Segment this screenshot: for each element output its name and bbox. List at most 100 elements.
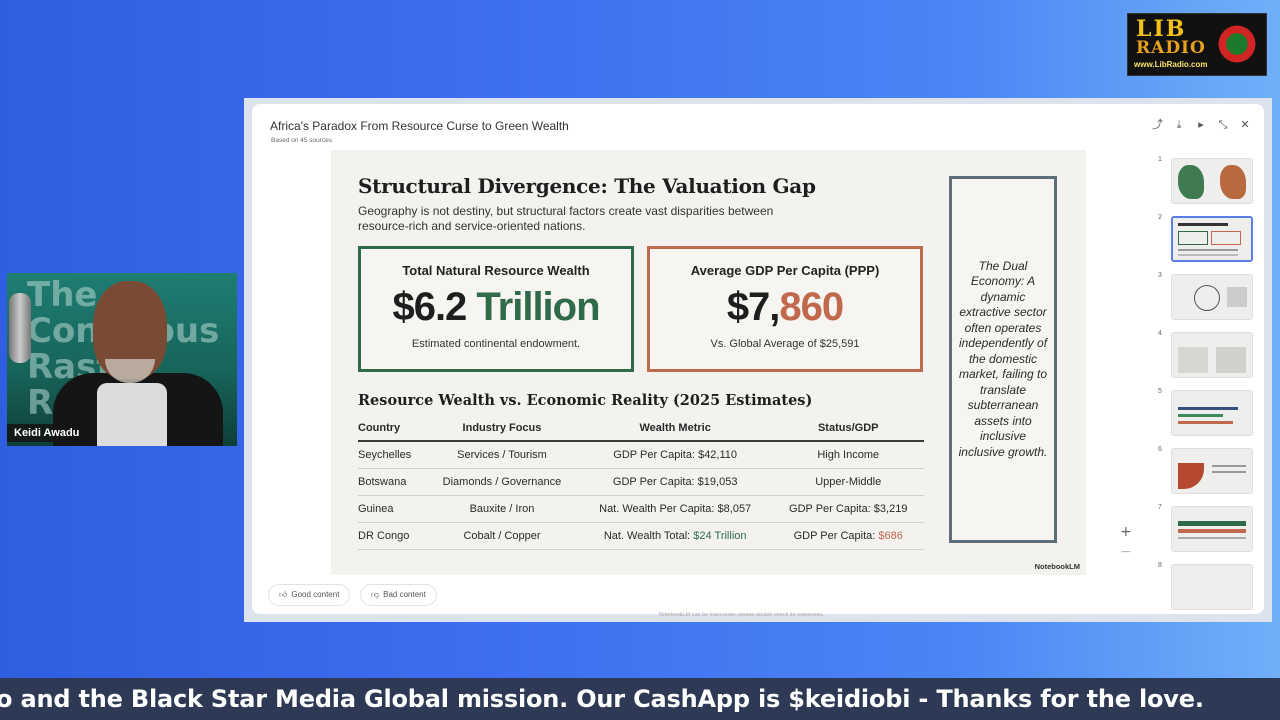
cell: Diamonds / Governance bbox=[426, 468, 578, 496]
thumbnail-image bbox=[1171, 448, 1253, 494]
cell: GDP Per Capita: $686 bbox=[772, 522, 924, 550]
gdp-per-capita-card: Average GDP Per Capita (PPP) $7,860 Vs. … bbox=[647, 246, 923, 372]
card-heading: Average GDP Per Capita (PPP) bbox=[690, 263, 880, 278]
resource-wealth-card: Total Natural Resource Wealth $6.2 Trill… bbox=[358, 246, 634, 372]
thumbnail-image bbox=[1171, 332, 1253, 378]
zoom-out-button[interactable]: − bbox=[1120, 544, 1132, 560]
card-value-highlight: Trillion bbox=[466, 285, 600, 329]
metric-highlight: $24 Trillion bbox=[693, 530, 747, 542]
thumbnail-number: 5 bbox=[1158, 388, 1162, 395]
cell: High Income bbox=[772, 441, 924, 469]
thumbnail-number: 6 bbox=[1158, 446, 1162, 453]
thumbnail-image bbox=[1171, 216, 1253, 262]
thumbnail-7[interactable]: 7 bbox=[1158, 504, 1258, 562]
logo-seal-icon bbox=[1216, 22, 1258, 66]
status-prefix: GDP Per Capita: bbox=[793, 530, 879, 542]
thumbnail-number: 8 bbox=[1158, 562, 1162, 569]
document-subtitle: Based on 45 sources bbox=[271, 137, 333, 144]
thumbnail-number: 2 bbox=[1158, 214, 1162, 221]
cell: GDP Per Capita: $3,219 bbox=[772, 495, 924, 523]
collapse-icon[interactable]: ⤡ bbox=[1218, 118, 1228, 131]
cell: Nat. Wealth Total: $24 Trillion bbox=[577, 522, 773, 550]
thumbnail-4[interactable]: 4 bbox=[1158, 330, 1258, 388]
thumbnail-1[interactable]: 1 bbox=[1158, 156, 1258, 214]
thumbnail-number: 7 bbox=[1158, 504, 1162, 511]
thumbnail-3[interactable]: 3 bbox=[1158, 272, 1258, 330]
slide-title: Structural Divergence: The Valuation Gap bbox=[358, 174, 816, 198]
cell: Seychelles bbox=[358, 441, 427, 469]
sidebar-text: The Dual Economy: A dynamic extractive s… bbox=[958, 258, 1048, 459]
dual-economy-sidebar: The Dual Economy: A dynamic extractive s… bbox=[949, 176, 1057, 543]
status-highlight: $686 bbox=[878, 530, 903, 542]
card-value-part: $6.2 bbox=[392, 285, 467, 329]
presenter-shirt bbox=[97, 383, 167, 446]
viewer-panel: Africa's Paradox From Resource Curse to … bbox=[252, 104, 1264, 614]
slide-subtitle: Geography is not destiny, but structural… bbox=[358, 204, 774, 233]
metric-prefix: Nat. Wealth Total: bbox=[603, 530, 694, 542]
thumbs-down-icon: 👎︎ bbox=[371, 590, 380, 599]
cell: GDP Per Capita: $42,110 bbox=[577, 441, 773, 469]
thumbnail-image bbox=[1171, 274, 1253, 320]
header-industry: Industry Focus bbox=[426, 418, 578, 442]
thumbnail-image bbox=[1171, 158, 1253, 204]
table-header-row: Country Industry Focus Wealth Metric Sta… bbox=[358, 418, 924, 442]
share-icon[interactable]: ⤴ bbox=[1152, 118, 1163, 131]
bad-content-label: Bad content bbox=[383, 590, 426, 599]
download-icon[interactable]: ⤓ bbox=[1176, 118, 1182, 131]
logo-line1: LIB bbox=[1136, 16, 1187, 42]
cell: Cobalt / Copper bbox=[426, 522, 578, 550]
good-content-label: Good content bbox=[291, 590, 340, 599]
card-footnote: Vs. Global Average of $25,591 bbox=[710, 338, 860, 350]
thumbs-up-icon: 👍︎ bbox=[279, 590, 288, 599]
thumbnail-number: 4 bbox=[1158, 330, 1162, 337]
bad-content-button[interactable]: 👎︎ Bad content bbox=[360, 584, 437, 606]
card-value-highlight: 860 bbox=[779, 285, 844, 329]
logo-url: www.LibRadio.com bbox=[1134, 60, 1208, 69]
thumbnail-image bbox=[1171, 390, 1253, 436]
cell: DR Congo bbox=[358, 522, 427, 550]
thumbnail-2[interactable]: 2 bbox=[1158, 214, 1258, 272]
thumbnail-image bbox=[1171, 506, 1253, 552]
microphone-icon bbox=[9, 293, 31, 363]
card-value: $7,860 bbox=[650, 284, 920, 330]
participant-name-tag: Keidi Awadu bbox=[7, 424, 87, 442]
viewer-toolbar: ⤴ ⤓ ▸ ⤡ ✕ bbox=[1152, 118, 1250, 132]
cell: Nat. Wealth Per Capita: $8,057 bbox=[577, 495, 773, 523]
cell: Upper-Middle bbox=[772, 468, 924, 496]
slide-thumbnails: 1 2 3 bbox=[1158, 156, 1258, 614]
lib-radio-logo: LIB RADIO www.LibRadio.com bbox=[1127, 13, 1267, 76]
presentation-window: Africa's Paradox From Resource Curse to … bbox=[244, 98, 1272, 622]
card-footnote: Estimated continental endowment. bbox=[411, 338, 581, 350]
thumbnail-number: 1 bbox=[1158, 156, 1162, 163]
header-status: Status/GDP bbox=[772, 418, 924, 442]
ticker-text: o and the Black Star Media Global missio… bbox=[0, 685, 1204, 713]
slide-canvas: Structural Divergence: The Valuation Gap… bbox=[331, 150, 1086, 575]
table-row: Seychelles Services / Tourism GDP Per Ca… bbox=[358, 441, 924, 469]
header-country: Country bbox=[358, 418, 427, 442]
comparison-table: Country Industry Focus Wealth Metric Sta… bbox=[358, 418, 924, 550]
table-row: Botswana Diamonds / Governance GDP Per C… bbox=[358, 468, 924, 496]
card-heading: Total Natural Resource Wealth bbox=[402, 263, 590, 278]
close-icon[interactable]: ✕ bbox=[1240, 118, 1250, 131]
thumbnail-5[interactable]: 5 bbox=[1158, 388, 1258, 446]
table-title: Resource Wealth vs. Economic Reality (20… bbox=[358, 392, 813, 409]
cell: Bauxite / Iron bbox=[426, 495, 578, 523]
thumbnail-number: 3 bbox=[1158, 272, 1162, 279]
accuracy-notice: NotebookLM can be inaccurate; please dou… bbox=[659, 612, 824, 618]
play-icon[interactable]: ▸ bbox=[1198, 118, 1204, 131]
notebooklm-brand: NotebookLM bbox=[1034, 562, 1080, 571]
cell: Botswana bbox=[358, 468, 427, 496]
logo-line2: RADIO bbox=[1136, 38, 1206, 58]
zoom-in-button[interactable]: + bbox=[1120, 524, 1132, 540]
thumbnail-6[interactable]: 6 bbox=[1158, 446, 1258, 504]
good-content-button[interactable]: 👍︎ Good content bbox=[268, 584, 351, 606]
card-value: $6.2 Trillion bbox=[361, 284, 631, 330]
cell: Services / Tourism bbox=[426, 441, 578, 469]
webcam-feed: The Conscious Rasta Report Keidi Awadu bbox=[7, 273, 237, 446]
thumbnail-8[interactable]: 8 bbox=[1158, 562, 1258, 614]
header-metric: Wealth Metric bbox=[577, 418, 773, 442]
zoom-controls: + − bbox=[1120, 522, 1132, 562]
card-value-part: $7, bbox=[726, 285, 781, 329]
thumbnail-image bbox=[1171, 564, 1253, 610]
document-title: Africa's Paradox From Resource Curse to … bbox=[270, 119, 569, 133]
